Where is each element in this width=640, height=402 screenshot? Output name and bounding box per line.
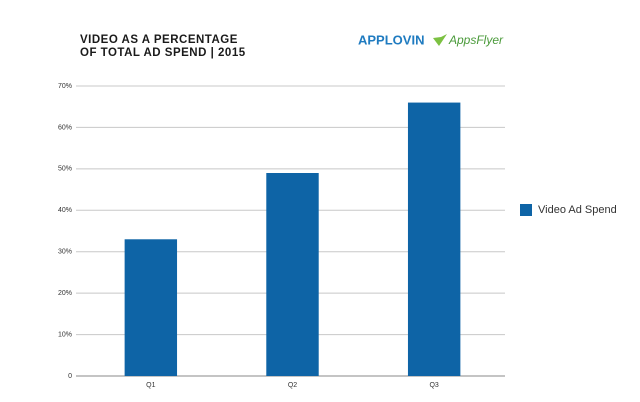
chart-title: OF TOTAL AD SPEND | 2015 [80, 47, 246, 59]
y-tick-label: 0 [68, 373, 72, 380]
bar [266, 173, 319, 376]
y-tick-label: 10% [58, 331, 72, 338]
y-tick-label: 70% [58, 83, 72, 90]
y-tick-label: 30% [58, 249, 72, 256]
brand-appsflyer: AppsFlyer [448, 33, 504, 47]
brand-applovin: APPLOVIN [358, 32, 424, 47]
legend-label: Video Ad Spend [538, 204, 617, 216]
y-tick-label: 40% [58, 207, 72, 214]
bar [124, 239, 178, 376]
y-tick-label: 50% [58, 166, 72, 173]
y-tick-label: 60% [58, 124, 72, 131]
legend-swatch [520, 204, 532, 216]
x-tick-label: Q1 [146, 382, 155, 389]
x-tick-label: Q2 [288, 382, 297, 389]
brand-icon [433, 34, 447, 46]
x-tick-label: Q3 [429, 382, 438, 389]
y-tick-label: 20% [58, 290, 72, 297]
bar [407, 102, 461, 377]
chart-title: VIDEO AS A PERCENTAGE [80, 34, 238, 46]
